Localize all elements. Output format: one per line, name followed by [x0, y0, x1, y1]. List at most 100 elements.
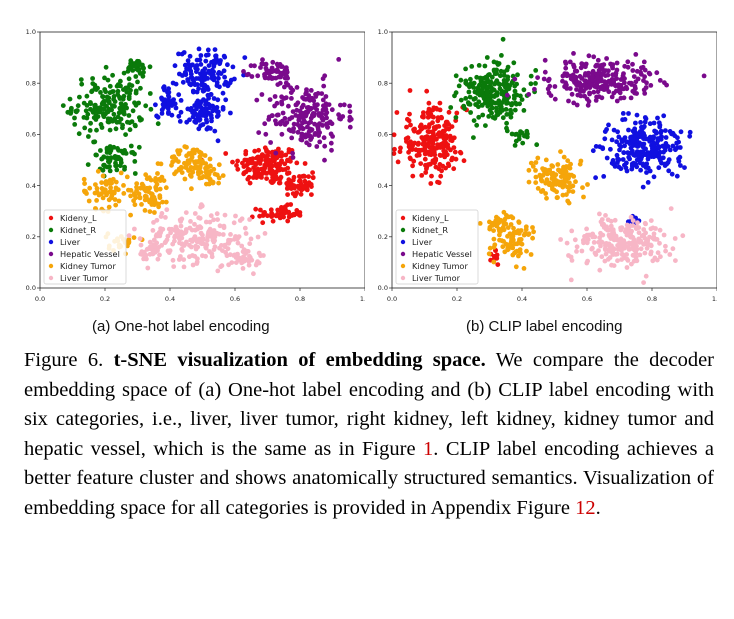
scatter-point: [142, 208, 148, 213]
scatter-point: [636, 236, 642, 242]
plot-a-ytick-label: 0.4: [26, 182, 36, 190]
scatter-point: [480, 93, 486, 99]
scatter-point: [661, 113, 667, 119]
scatter-point: [643, 273, 649, 279]
scatter-point: [635, 76, 641, 82]
plot-a-ytick-label: 0.8: [26, 79, 36, 87]
scatter-point: [663, 135, 669, 140]
scatter-point: [72, 122, 78, 127]
plot-a-xtick-label: 0.4: [165, 295, 175, 303]
scatter-point: [296, 186, 302, 191]
scatter-point: [622, 80, 627, 86]
scatter-point: [612, 217, 618, 223]
scatter-point: [306, 120, 312, 126]
scatter-point: [92, 190, 98, 196]
plot-b-legend-label: Kidnet_R: [412, 225, 448, 235]
scatter-point: [110, 89, 115, 94]
plot-b-xtick-label: 0.8: [647, 295, 657, 303]
scatter-point: [212, 171, 218, 177]
scatter-point: [243, 231, 249, 236]
scatter-point: [605, 72, 611, 78]
scatter-point: [196, 171, 201, 177]
scatter-point: [474, 122, 480, 128]
scatter-point: [407, 88, 413, 93]
scatter-point: [235, 251, 240, 257]
scatter-point: [439, 115, 444, 121]
scatter-point: [158, 214, 164, 219]
scatter-point: [168, 230, 174, 236]
plot-a-series-3: [241, 57, 354, 163]
scatter-point: [630, 223, 636, 228]
scatter-point: [501, 78, 507, 83]
scatter-point: [594, 84, 600, 90]
scatter-point: [282, 210, 288, 216]
plot-b-ytick-label: 0.2: [378, 233, 388, 241]
scatter-point: [85, 162, 91, 168]
scatter-point: [530, 225, 535, 230]
scatter-point: [137, 195, 143, 200]
scatter-point: [201, 241, 207, 247]
scatter-point: [521, 232, 527, 238]
scatter-point: [614, 98, 620, 104]
scatter-point: [392, 146, 397, 152]
scatter-point: [458, 150, 464, 156]
scatter-point: [176, 113, 182, 119]
scatter-point: [606, 68, 611, 74]
scatter-point: [67, 96, 73, 102]
scatter-point: [132, 202, 138, 208]
figure-ref-1[interactable]: 1: [423, 437, 434, 460]
scatter-point: [663, 243, 668, 249]
scatter-point: [648, 218, 654, 224]
scatter-point: [170, 257, 176, 263]
scatter-point: [570, 189, 576, 195]
scatter-point: [156, 232, 161, 237]
scatter-point: [555, 195, 560, 200]
scatter-point: [326, 102, 332, 107]
scatter-point: [138, 85, 143, 91]
scatter-point: [285, 165, 291, 171]
scatter-point: [247, 217, 253, 222]
scatter-point: [132, 226, 137, 232]
scatter-point: [220, 90, 226, 96]
scatter-point: [152, 249, 158, 255]
scatter-point: [618, 225, 623, 231]
scatter-point: [672, 236, 678, 241]
scatter-point: [591, 54, 597, 60]
scatter-point: [187, 242, 192, 248]
scatter-point: [540, 188, 546, 193]
plot-b-series-3: [504, 51, 707, 108]
scatter-point: [215, 217, 221, 223]
scatter-point: [567, 59, 573, 65]
scatter-point: [82, 181, 87, 187]
caption-title: t-SNE visualization of embedding space.: [113, 349, 486, 371]
scatter-point: [640, 184, 646, 190]
plot-a-legend-label: Kidney Tumor: [60, 261, 116, 271]
scatter-point: [262, 210, 267, 215]
scatter-point: [94, 186, 100, 191]
scatter-point: [223, 151, 229, 156]
scatter-point: [248, 63, 254, 69]
plot-a-series-0: [199, 145, 316, 226]
plot-a-xtick-label: 0.8: [295, 295, 305, 303]
scatter-point: [524, 128, 530, 134]
scatter-point: [270, 113, 275, 118]
figure-ref-12[interactable]: 12: [575, 496, 596, 519]
scatter-point: [287, 116, 292, 122]
scatter-point: [272, 103, 277, 109]
scatter-point: [482, 63, 488, 69]
plot-a-legend-label: Liver: [60, 237, 81, 247]
scatter-point: [115, 92, 121, 97]
scatter-point: [621, 150, 627, 155]
scatter-point: [495, 262, 501, 267]
scatter-point: [170, 80, 176, 86]
scatter-point: [216, 75, 221, 81]
scatter-point: [574, 249, 579, 254]
scatter-point: [147, 91, 153, 96]
scatter-point: [516, 253, 521, 259]
scatter-point: [558, 174, 564, 180]
scatter-point: [610, 227, 616, 233]
scatter-point: [605, 217, 611, 223]
scatter-point: [487, 107, 493, 113]
scatter-point: [426, 100, 432, 106]
scatter-point: [209, 59, 214, 65]
